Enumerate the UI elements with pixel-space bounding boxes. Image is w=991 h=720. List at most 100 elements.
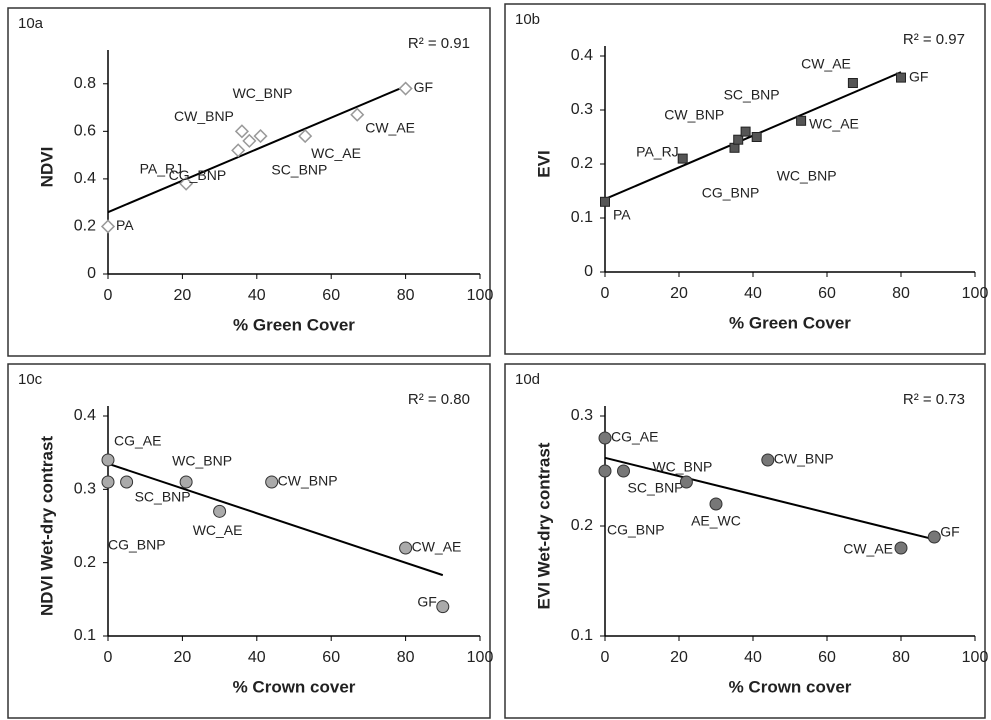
panel-label: 10d: [515, 371, 540, 388]
y-tick-label: 0.2: [74, 554, 96, 571]
y-axis-label: EVI: [534, 150, 553, 177]
data-point: [100, 219, 116, 234]
point-label: CW_BNP: [174, 108, 234, 124]
x-tick-label: 80: [892, 649, 910, 666]
point-label: CW_AE: [412, 539, 462, 555]
point-label: CW_BNP: [664, 106, 724, 122]
point-label: SC_BNP: [628, 480, 684, 496]
point-label: GF: [909, 68, 928, 84]
point-label: CW_AE: [365, 119, 415, 135]
y-tick-label: 0: [584, 263, 593, 280]
point-label: CW_AE: [801, 56, 851, 72]
point-label: CG_AE: [114, 433, 161, 449]
data-point: [761, 453, 775, 467]
point-label: CG_AE: [611, 429, 658, 445]
panel: 10c R² = 0.80 0.1 0.2 0.3 0.4 0 20 40 60 80 100 % Cr…: [7, 363, 494, 719]
x-tick-label: 20: [670, 285, 688, 302]
data-point: [120, 475, 134, 489]
data-point: [298, 129, 313, 144]
y-tick-label: 0.1: [74, 627, 96, 644]
panel-label: 10b: [515, 11, 540, 28]
data-point: [399, 541, 413, 555]
point-label: PA: [116, 217, 134, 233]
point-label: CW_BNP: [278, 473, 338, 489]
point-label: WC_BNP: [777, 168, 837, 184]
x-tick-label: 40: [744, 285, 762, 302]
point-label: CG_BNP: [607, 522, 665, 538]
y-tick-label: 0.2: [74, 218, 96, 235]
data-point: [600, 196, 610, 207]
x-tick-label: 60: [322, 287, 340, 304]
data-point: [242, 133, 257, 148]
data-point: [265, 475, 279, 489]
panel-frame: [504, 3, 986, 355]
data-point: [740, 126, 751, 137]
data-point: [796, 115, 807, 126]
panel-label: 10a: [18, 15, 44, 32]
y-tick-label: 0.2: [571, 155, 593, 172]
x-tick-label: 80: [892, 285, 910, 302]
panel-frame: [504, 363, 986, 719]
y-tick-label: 0.3: [74, 481, 96, 498]
data-point: [179, 475, 193, 489]
data-point: [847, 78, 858, 88]
data-point: [350, 107, 365, 122]
r-squared: R² = 0.97: [903, 31, 965, 48]
y-tick-label: 0.6: [74, 123, 96, 140]
data-point: [927, 530, 941, 544]
data-point: [234, 124, 249, 139]
panel: 10b R² = 0.97 0 0.1 0.2 0.3 0.4 0 20 40 60 80 100 % G…: [504, 3, 988, 355]
y-tick-label: 0.1: [571, 627, 593, 644]
x-tick-label: 0: [104, 287, 113, 304]
y-tick-label: 0.8: [74, 75, 96, 92]
y-axis-label: EVI Wet-dry contrast: [534, 442, 553, 609]
r-squared: R² = 0.80: [408, 391, 470, 408]
point-label: WC_AE: [193, 522, 243, 538]
data-point: [896, 72, 906, 83]
data-point: [733, 134, 744, 145]
point-label: SC_BNP: [724, 86, 780, 102]
y-axis-label: NDVI Wet-dry contrast: [37, 436, 56, 616]
point-label: WC_BNP: [233, 85, 293, 101]
data-point: [677, 153, 688, 164]
data-point: [709, 497, 723, 511]
point-label: WC_BNP: [652, 459, 712, 475]
x-axis-label: % Green Cover: [233, 315, 355, 334]
x-tick-label: 100: [962, 649, 989, 666]
y-axis-label: NDVI: [37, 147, 56, 188]
y-tick-label: 0.1: [571, 209, 593, 226]
point-label: PA_RJ: [140, 160, 183, 176]
y-tick-label: 0.3: [571, 101, 593, 118]
point-label: WC_BNP: [172, 453, 232, 469]
y-tick-label: 0.4: [74, 170, 96, 187]
x-tick-label: 0: [104, 649, 113, 666]
data-point: [253, 129, 268, 144]
r-squared: R² = 0.73: [903, 391, 965, 408]
panel-label: 10c: [18, 371, 43, 388]
x-tick-label: 40: [744, 649, 762, 666]
x-tick-label: 0: [601, 649, 610, 666]
x-tick-label: 60: [322, 649, 340, 666]
x-tick-label: 100: [467, 649, 494, 666]
trendline: [107, 85, 406, 214]
data-point: [101, 453, 115, 467]
y-tick-label: 0.4: [571, 47, 593, 64]
x-tick-label: 60: [818, 649, 836, 666]
data-point: [894, 541, 908, 555]
trendline: [604, 456, 939, 542]
point-label: PA: [613, 207, 631, 223]
y-tick-label: 0.4: [74, 407, 96, 424]
data-point: [213, 504, 227, 518]
point-label: CW_BNP: [774, 451, 834, 467]
data-point: [598, 464, 612, 478]
data-point: [751, 132, 762, 142]
x-tick-label: 20: [174, 649, 192, 666]
point-label: GF: [940, 524, 959, 540]
point-label: CG_BNP: [108, 537, 166, 553]
data-point: [436, 600, 450, 614]
data-point: [398, 81, 413, 96]
r-squared: R² = 0.91: [408, 35, 470, 52]
data-point: [179, 176, 194, 191]
x-tick-label: 40: [248, 287, 266, 304]
